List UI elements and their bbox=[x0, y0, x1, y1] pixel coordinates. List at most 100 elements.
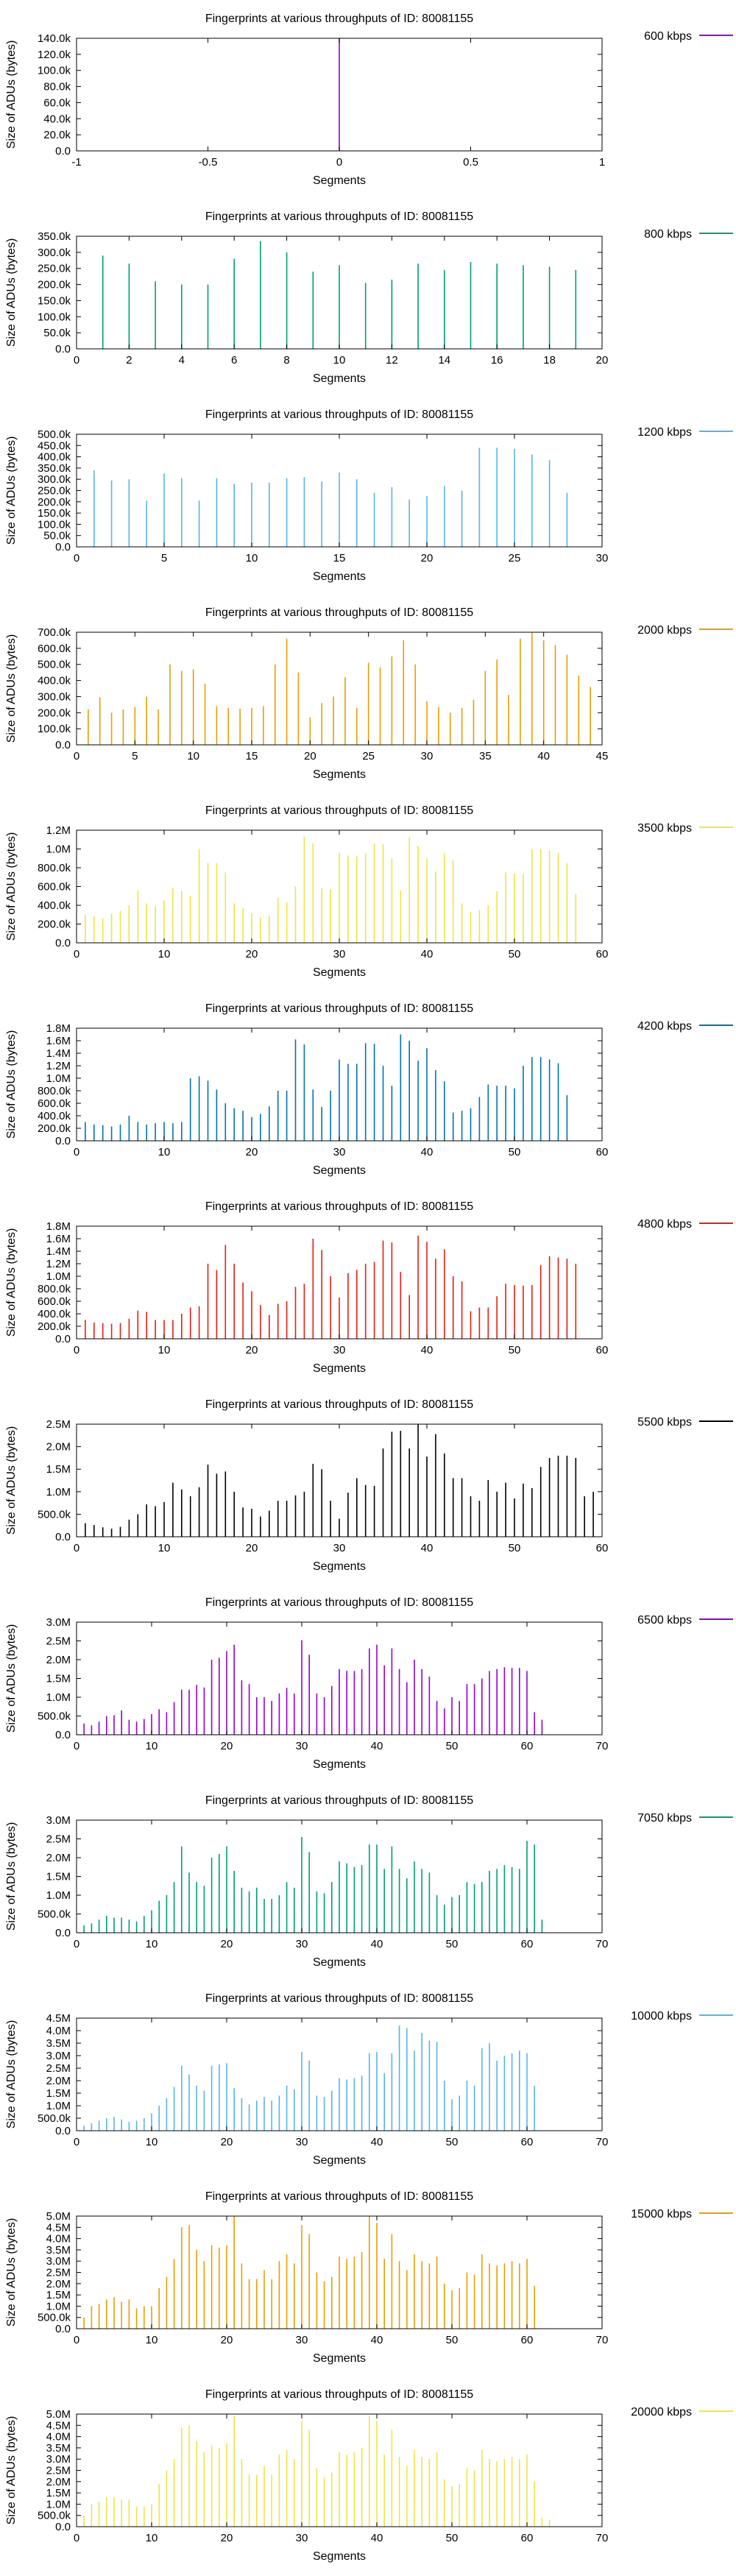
x-tick-label: 16 bbox=[491, 354, 503, 367]
chart-svg: Fingerprints at various throughputs of I… bbox=[5, 606, 733, 781]
y-tick-label: 300.0k bbox=[38, 473, 71, 486]
x-axis-label: Segments bbox=[313, 768, 366, 781]
x-tick-label: 40 bbox=[537, 750, 550, 762]
y-tick-label: 2.0M bbox=[46, 1852, 71, 1864]
y-tick-label: 4.5M bbox=[46, 2419, 71, 2432]
chart-title: Fingerprints at various throughputs of I… bbox=[205, 1596, 473, 1609]
y-tick-label: 0.0 bbox=[55, 145, 71, 158]
x-tick-label: 40 bbox=[371, 2334, 383, 2346]
y-tick-label: 40.0k bbox=[43, 113, 71, 125]
chart-svg: Fingerprints at various throughputs of I… bbox=[5, 13, 733, 187]
x-tick-label: 40 bbox=[421, 1542, 434, 1554]
x-tick-label: 50 bbox=[446, 1740, 459, 1752]
y-axis-label: Size of ADUs (bytes) bbox=[5, 238, 18, 347]
y-tick-label: 3.0M bbox=[46, 1814, 71, 1827]
y-axis-label: Size of ADUs (bytes) bbox=[5, 1624, 18, 1733]
x-tick-label: 30 bbox=[421, 750, 434, 762]
x-tick-label: 40 bbox=[371, 1740, 383, 1752]
y-tick-label: 4.5M bbox=[46, 2221, 71, 2234]
y-tick-label: 1.5M bbox=[46, 1871, 71, 1883]
x-axis-label: Segments bbox=[313, 1362, 366, 1375]
y-tick-label: 1.4M bbox=[46, 1245, 71, 1258]
x-tick-label: 20 bbox=[221, 1938, 233, 1950]
y-tick-label: 2.0M bbox=[46, 2075, 71, 2087]
chart-title: Fingerprints at various throughputs of I… bbox=[205, 408, 473, 421]
y-tick-label: 500.0k bbox=[38, 659, 71, 671]
x-tick-label: 50 bbox=[509, 1344, 521, 1356]
y-tick-label: 400.0k bbox=[38, 675, 71, 687]
x-tick-label: 20 bbox=[246, 1146, 258, 1158]
y-tick-label: 1.0M bbox=[46, 1889, 71, 1902]
y-tick-label: 400.0k bbox=[38, 1110, 71, 1122]
y-tick-label: 3.0M bbox=[46, 2050, 71, 2062]
chart-svg: Fingerprints at various throughputs of I… bbox=[5, 1002, 733, 1177]
x-tick-label: 0 bbox=[74, 1542, 79, 1554]
x-tick-label: 0 bbox=[74, 2136, 79, 2148]
x-tick-label: 60 bbox=[596, 948, 609, 960]
y-tick-label: 1.6M bbox=[46, 1035, 71, 1047]
y-tick-label: 2.5M bbox=[46, 1418, 71, 1431]
x-tick-label: 20 bbox=[246, 1542, 258, 1554]
chart-svg: Fingerprints at various throughputs of I… bbox=[5, 1398, 733, 1573]
plot-frame bbox=[76, 631, 603, 746]
legend-label: 600 kbps bbox=[644, 30, 692, 43]
chart-svg: Fingerprints at various throughputs of I… bbox=[5, 2388, 733, 2563]
x-tick-label: 2 bbox=[126, 354, 132, 367]
y-tick-label: 100.0k bbox=[38, 311, 71, 323]
x-tick-label: 20 bbox=[596, 354, 609, 367]
y-tick-label: 3.5M bbox=[46, 2244, 71, 2257]
y-tick-label: 500.0k bbox=[38, 428, 71, 441]
y-tick-label: 0.0 bbox=[55, 2125, 71, 2137]
y-tick-label: 350.0k bbox=[38, 462, 71, 475]
legend-label: 5500 kbps bbox=[637, 1416, 692, 1429]
x-axis-label: Segments bbox=[313, 2352, 366, 2365]
chart-svg: Fingerprints at various throughputs of I… bbox=[5, 1992, 733, 2167]
y-tick-label: 200.0k bbox=[38, 707, 71, 719]
x-tick-label: 10 bbox=[158, 1542, 171, 1554]
x-axis-label: Segments bbox=[313, 174, 366, 187]
x-tick-label: 0 bbox=[336, 156, 342, 169]
x-axis-label: Segments bbox=[313, 2154, 366, 2167]
chart-title: Fingerprints at various throughputs of I… bbox=[205, 2388, 473, 2401]
x-tick-label: 25 bbox=[362, 750, 375, 762]
y-tick-label: 120.0k bbox=[38, 49, 71, 61]
y-tick-label: 250.0k bbox=[38, 485, 71, 498]
y-tick-label: 1.0M bbox=[46, 2498, 71, 2510]
y-tick-label: 4.0M bbox=[46, 2025, 71, 2037]
chart-panel: Fingerprints at various throughputs of I… bbox=[0, 1782, 736, 1980]
y-tick-label: 1.5M bbox=[46, 1673, 71, 1685]
y-tick-label: 50.0k bbox=[43, 530, 71, 542]
x-tick-label: 60 bbox=[596, 1146, 609, 1158]
y-tick-label: 5.0M bbox=[46, 2210, 71, 2223]
y-tick-label: 100.0k bbox=[38, 723, 71, 735]
x-tick-label: 0 bbox=[74, 1938, 79, 1950]
x-tick-label: 1 bbox=[599, 156, 605, 169]
x-tick-label: 10 bbox=[158, 1146, 171, 1158]
x-tick-label: 30 bbox=[333, 948, 346, 960]
x-tick-label: 15 bbox=[246, 750, 258, 762]
x-tick-label: 10 bbox=[246, 552, 258, 565]
plot-frame bbox=[76, 2215, 603, 2329]
x-tick-label: 20 bbox=[221, 1740, 233, 1752]
y-tick-label: 0.0 bbox=[55, 1333, 71, 1345]
plot-frame bbox=[76, 434, 603, 548]
x-tick-label: 60 bbox=[596, 1344, 609, 1356]
y-tick-label: 800.0k bbox=[38, 1085, 71, 1097]
x-tick-label: 0 bbox=[74, 1146, 79, 1158]
x-axis-label: Segments bbox=[313, 1758, 366, 1771]
y-tick-label: 0.0 bbox=[55, 1729, 71, 1741]
legend-label: 15000 kbps bbox=[631, 2208, 692, 2221]
x-tick-label: 50 bbox=[446, 2532, 459, 2544]
y-tick-label: 0.0 bbox=[55, 343, 71, 355]
y-tick-label: 150.0k bbox=[38, 294, 71, 307]
chart-panel: Fingerprints at various throughputs of I… bbox=[0, 1386, 736, 1584]
x-tick-label: 45 bbox=[596, 750, 609, 762]
x-tick-label: 10 bbox=[146, 1938, 158, 1950]
x-tick-label: 5 bbox=[132, 750, 138, 762]
x-tick-label: 10 bbox=[158, 948, 171, 960]
x-tick-label: 25 bbox=[509, 552, 521, 565]
y-tick-label: 3.5M bbox=[46, 2442, 71, 2455]
chart-panel: Fingerprints at various throughputs of I… bbox=[0, 990, 736, 1188]
x-tick-label: 50 bbox=[446, 2136, 459, 2148]
x-tick-label: 50 bbox=[509, 1146, 521, 1158]
